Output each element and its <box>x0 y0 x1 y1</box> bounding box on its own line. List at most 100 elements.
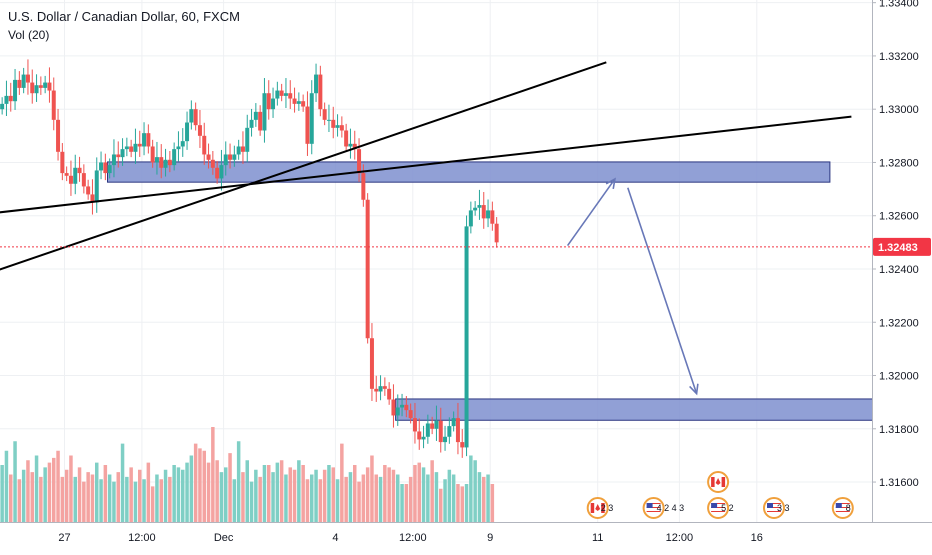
candle-body <box>357 149 361 173</box>
volume-bar <box>353 465 357 522</box>
flag-band <box>722 477 726 487</box>
event-marker-count: 4 2 4 3 <box>657 503 685 513</box>
us-flag-icon[interactable]: 5 2 <box>708 498 734 518</box>
volume-bar <box>405 484 409 522</box>
volume-bar <box>418 463 422 522</box>
time-tick-label: 12:00 <box>399 532 427 544</box>
candle-body <box>237 146 241 154</box>
volume-bar <box>177 467 181 522</box>
flag-canton <box>711 503 717 508</box>
lower-demand-zone[interactable] <box>396 399 932 420</box>
volume-bar <box>448 470 452 522</box>
volume-bar <box>362 475 366 523</box>
projection-arrow[interactable] <box>568 179 615 246</box>
candle-body <box>172 149 176 165</box>
flag-canton <box>767 503 773 508</box>
current-price-badge-label: 1.32483 <box>878 242 918 254</box>
us-flag-icon[interactable]: 8 <box>833 498 853 518</box>
candle-body <box>155 157 159 162</box>
candle-body <box>275 91 279 99</box>
volume-bar <box>461 486 465 522</box>
volume-bar <box>267 465 271 522</box>
volume-bar <box>456 484 460 522</box>
canada-flag-icon[interactable]: 2 3 <box>588 498 614 518</box>
candle-body <box>207 154 211 159</box>
projection-arrows[interactable] <box>568 179 698 394</box>
candle-body <box>146 133 150 146</box>
time-tick-label: 12:00 <box>666 532 694 544</box>
price-tick-label: 1.33200 <box>879 51 919 63</box>
volume-bar <box>190 456 194 523</box>
volume-bar <box>74 477 78 522</box>
volume-bar <box>276 463 280 522</box>
chart-title: U.S. Dollar / Canadian Dollar, 60, FXCM <box>8 9 240 24</box>
flag-canton <box>836 503 842 508</box>
volume-indicator-label[interactable]: Vol (20) <box>8 28 49 42</box>
volume-bar <box>104 465 108 522</box>
candle-body <box>387 389 391 400</box>
price-tick-label: 1.31600 <box>879 477 919 489</box>
candle-body <box>413 418 417 431</box>
candle-body <box>456 418 460 442</box>
candle-body <box>361 173 365 200</box>
projection-arrow[interactable] <box>628 188 697 394</box>
candle-body <box>305 107 309 144</box>
volume-bar <box>344 477 348 522</box>
volume-bar <box>439 489 443 522</box>
volume-bar <box>99 479 103 522</box>
candle-body <box>254 112 258 120</box>
candle-body <box>318 75 322 110</box>
candle-body <box>73 168 77 184</box>
grid <box>0 0 872 522</box>
volume-bar <box>465 484 469 522</box>
candle-body <box>69 176 73 184</box>
candle-body <box>323 109 327 120</box>
volume-bar <box>387 467 391 522</box>
volume-bar <box>0 465 4 522</box>
candle-body <box>56 120 60 152</box>
candle-body <box>379 386 383 391</box>
price-tick-label: 1.32000 <box>879 371 919 383</box>
candle-body <box>314 75 318 94</box>
candle-body <box>422 437 426 440</box>
volume-bar <box>138 470 142 522</box>
canada-flag-icon[interactable] <box>708 472 728 492</box>
candle-body <box>133 144 137 152</box>
volume-bar <box>155 475 159 523</box>
candle-body <box>82 173 86 186</box>
candle-body <box>185 123 189 142</box>
volume-bar <box>332 467 336 522</box>
candle-body <box>60 152 64 173</box>
volume-bar <box>172 465 176 522</box>
candle-body <box>370 338 374 389</box>
candle-body <box>469 210 473 226</box>
volume-bar <box>306 479 310 522</box>
candle-body <box>43 83 47 88</box>
candle-body <box>215 168 219 179</box>
volume-bar <box>400 484 404 522</box>
volume-bar <box>220 472 224 522</box>
volume-bar <box>39 477 43 522</box>
event-markers[interactable]: 2 3 4 2 4 3 5 2 3 3 8 <box>588 472 853 518</box>
candle-body <box>78 168 82 173</box>
volume-bar <box>310 475 314 523</box>
volume-bar <box>203 451 207 522</box>
flag-band <box>711 477 715 487</box>
price-axis-background[interactable] <box>872 0 932 522</box>
volume-bar <box>250 482 254 522</box>
volume-bar <box>443 479 447 522</box>
candle-body <box>430 423 434 428</box>
price-tick-label: 1.32800 <box>879 157 919 169</box>
us-flag-icon[interactable]: 4 2 4 3 <box>644 498 685 518</box>
candle-body <box>396 407 400 415</box>
candle-body <box>331 120 335 128</box>
zones[interactable] <box>108 162 932 420</box>
event-marker-count: 5 2 <box>721 503 734 513</box>
us-flag-icon[interactable]: 3 3 <box>764 498 790 518</box>
candle-body <box>340 125 344 130</box>
candle-body <box>164 160 168 168</box>
volume-bar <box>375 475 379 523</box>
volume-bar <box>224 467 228 522</box>
